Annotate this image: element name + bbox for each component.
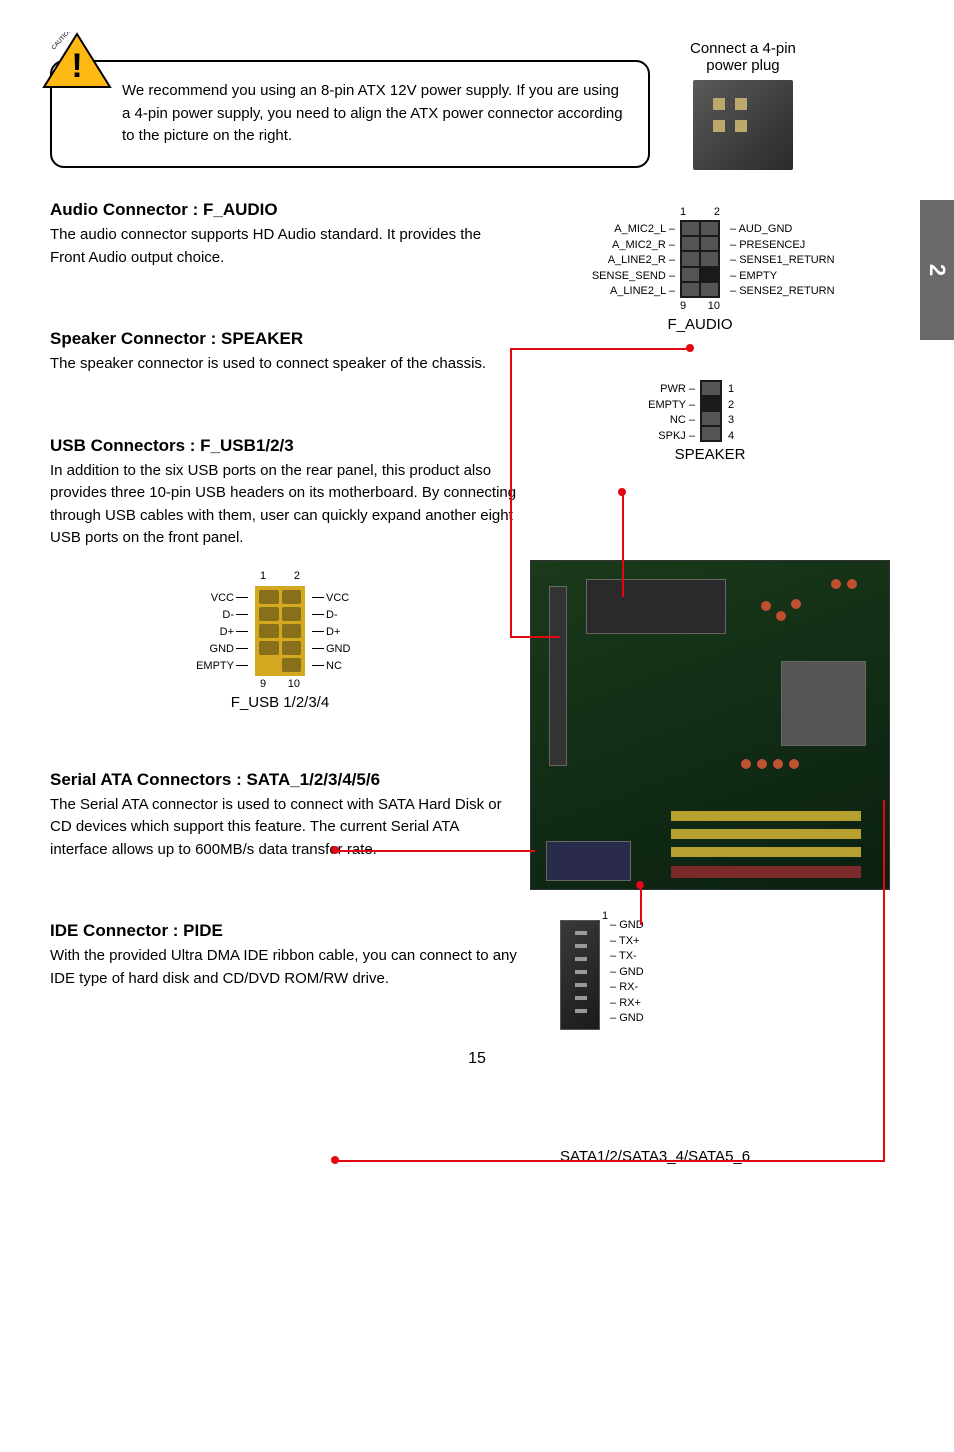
section-ide: IDE Connector : PIDE With the provided U… (50, 921, 520, 990)
audio-title: Audio Connector : F_AUDIO (50, 200, 520, 220)
faudio-title-label: F_AUDIO (530, 316, 870, 333)
sata-title-label: SATA1/2/SATA3_4/SATA5_6 (560, 1148, 820, 1165)
speaker-header-icon (700, 380, 722, 442)
caution-text: We recommend you using an 8-pin ATX 12V … (122, 82, 623, 144)
ide-title: IDE Connector : PIDE (50, 921, 520, 941)
motherboard-image (530, 560, 890, 890)
speaker-pinout: PWR – EMPTY – NC – SPKJ – 1 2 3 4 SPEAKE… (610, 380, 810, 480)
faudio-pinout: 12 A_MIC2_L – A_MIC2_R – A_LINE2_R – SEN… (530, 210, 870, 340)
plug-line2: power plug (690, 57, 796, 74)
speaker-title: Speaker Connector : SPEAKER (50, 329, 520, 349)
caution-icon: ! CAUTION (42, 32, 112, 92)
section-sata: Serial ATA Connectors : SATA_1/2/3/4/5/6… (50, 770, 520, 862)
plug-line1: Connect a 4-pin (690, 40, 796, 57)
caution-box: ! CAUTION We recommend you using an 8-pi… (50, 60, 650, 168)
audio-body: The audio connector supports HD Audio st… (50, 224, 520, 269)
ide-body: With the provided Ultra DMA IDE ribbon c… (50, 945, 520, 990)
right-diagrams: 12 A_MIC2_L – A_MIC2_R – A_LINE2_R – SEN… (530, 210, 930, 480)
section-audio: Audio Connector : F_AUDIO The audio conn… (50, 200, 520, 269)
sata-pinout: 1 – GND – TX+ – TX- – GND – RX- – RX+ – … (560, 920, 820, 1165)
usb-header-icon (255, 586, 305, 676)
power-plug-caption: Connect a 4-pin power plug (690, 40, 796, 170)
power-plug-image (693, 80, 793, 170)
section-speaker: Speaker Connector : SPEAKER The speaker … (50, 329, 520, 376)
sata-header-icon (560, 920, 600, 1030)
speaker-title-label: SPEAKER (610, 446, 810, 463)
usb-body: In addition to the six USB ports on the … (50, 460, 520, 550)
top-row: ! CAUTION We recommend you using an 8-pi… (50, 40, 904, 170)
section-usb: USB Connectors : F_USB1/2/3 In addition … (50, 436, 520, 720)
faudio-header-icon (680, 220, 720, 298)
usb-title: USB Connectors : F_USB1/2/3 (50, 436, 520, 456)
usb-pinout-diagram: 12 VCC D- D+ GND EMPTY VCC D- D+ GND NC … (150, 570, 410, 720)
usb-diagram-title: F_USB 1/2/3/4 (150, 694, 410, 711)
speaker-body: The speaker connector is used to connect… (50, 353, 520, 376)
svg-text:!: ! (71, 47, 82, 85)
sata-title: Serial ATA Connectors : SATA_1/2/3/4/5/6 (50, 770, 520, 790)
